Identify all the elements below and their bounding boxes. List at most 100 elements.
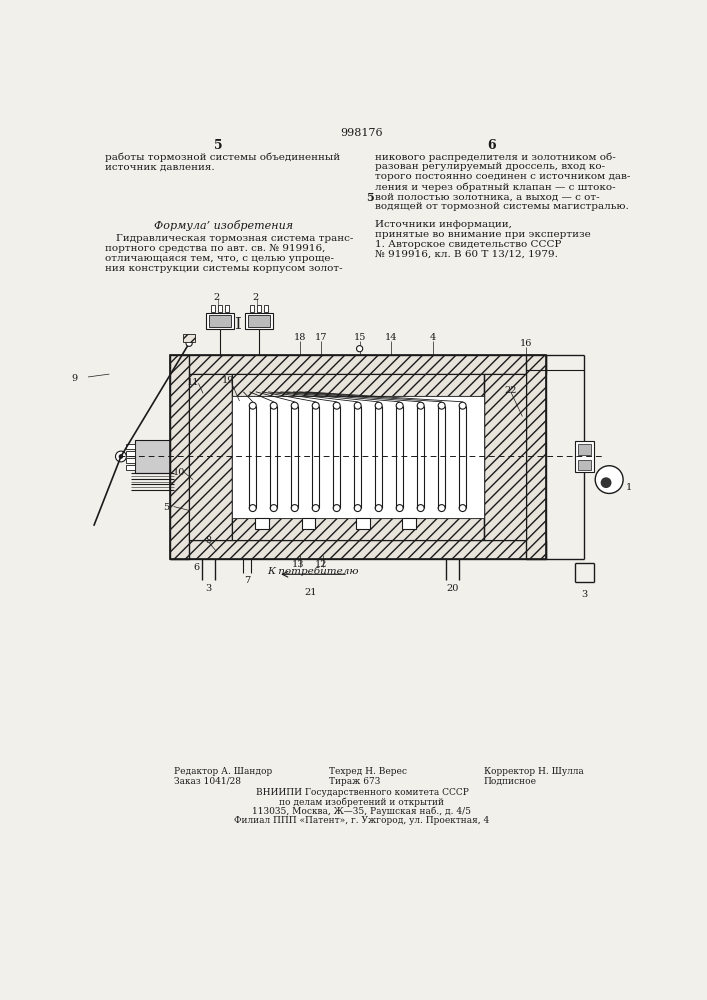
Circle shape bbox=[417, 505, 424, 512]
Bar bbox=[484, 374, 526, 540]
Circle shape bbox=[459, 402, 466, 409]
Text: 5: 5 bbox=[163, 503, 169, 512]
Text: 17: 17 bbox=[315, 333, 327, 342]
Text: 15: 15 bbox=[354, 333, 366, 342]
Bar bbox=[301, 518, 315, 529]
Text: ния конструкции системы корпусом золот-: ния конструкции системы корпусом золот- bbox=[105, 264, 343, 273]
Bar bbox=[245, 312, 273, 329]
Bar bbox=[250, 305, 255, 312]
Circle shape bbox=[250, 505, 256, 512]
Bar bbox=[218, 305, 223, 312]
Bar bbox=[135, 440, 170, 473]
Circle shape bbox=[459, 505, 466, 512]
Text: Источники информации,: Источники информации, bbox=[375, 220, 512, 229]
Circle shape bbox=[312, 402, 319, 409]
Circle shape bbox=[375, 505, 382, 512]
Circle shape bbox=[312, 505, 319, 512]
Circle shape bbox=[250, 402, 256, 409]
Text: 16: 16 bbox=[520, 339, 532, 348]
Circle shape bbox=[356, 346, 363, 352]
Bar bbox=[578, 444, 590, 455]
Text: 7: 7 bbox=[244, 576, 250, 585]
Text: Формула’ изобретения: Формула’ изобретения bbox=[154, 220, 293, 231]
Bar bbox=[232, 518, 484, 540]
Circle shape bbox=[396, 505, 403, 512]
Text: 14: 14 bbox=[385, 333, 397, 342]
Text: разован регулируемый дроссель, вход ко-: разован регулируемый дроссель, вход ко- bbox=[375, 162, 605, 171]
Text: Гидравлическая тормозная система транс-: Гидравлическая тормозная система транс- bbox=[115, 234, 353, 243]
Text: ]: ] bbox=[234, 316, 239, 329]
Text: Тираж 673: Тираж 673 bbox=[329, 777, 380, 786]
Text: 6: 6 bbox=[487, 139, 496, 152]
Text: 3: 3 bbox=[205, 584, 211, 593]
Text: 2: 2 bbox=[213, 293, 219, 302]
Bar bbox=[264, 305, 268, 312]
Circle shape bbox=[186, 340, 192, 346]
Circle shape bbox=[270, 505, 277, 512]
Bar bbox=[578, 460, 590, 470]
Text: никового распределителя и золотником об-: никового распределителя и золотником об- bbox=[375, 152, 616, 162]
Bar bbox=[189, 374, 526, 540]
Text: 18: 18 bbox=[294, 333, 306, 342]
Bar bbox=[526, 355, 546, 559]
Text: ления и через обратный клапан — с штоко-: ления и через обратный клапан — с штоко- bbox=[375, 182, 616, 192]
Text: 22: 22 bbox=[505, 386, 517, 395]
Bar bbox=[248, 315, 270, 327]
Circle shape bbox=[417, 402, 424, 409]
Bar bbox=[170, 355, 189, 559]
Text: торого постоянно соединен с источником дав-: торого постоянно соединен с источником д… bbox=[375, 172, 631, 181]
Text: водящей от тормозной системы магистралью.: водящей от тормозной системы магистралью… bbox=[375, 202, 629, 211]
Text: 4: 4 bbox=[430, 333, 436, 342]
Text: 998176: 998176 bbox=[341, 128, 383, 138]
Circle shape bbox=[601, 477, 612, 488]
Bar bbox=[170, 540, 546, 559]
Bar bbox=[232, 374, 484, 396]
Text: портного средства по авт. св. № 919916,: портного средства по авт. св. № 919916, bbox=[105, 244, 326, 253]
Bar bbox=[126, 444, 135, 449]
Text: 113035, Москва, Ж—35, Раушская наб., д. 4/5: 113035, Москва, Ж—35, Раушская наб., д. … bbox=[252, 807, 472, 816]
Text: принятые во внимание при экспертизе: принятые во внимание при экспертизе bbox=[375, 230, 591, 239]
Circle shape bbox=[438, 505, 445, 512]
Text: по делам изобретений и открытий: по делам изобретений и открытий bbox=[279, 798, 445, 807]
Text: 11: 11 bbox=[187, 378, 199, 387]
Text: 19: 19 bbox=[222, 376, 234, 385]
Bar bbox=[356, 518, 370, 529]
Circle shape bbox=[291, 402, 298, 409]
Text: Техред Н. Верес: Техред Н. Верес bbox=[329, 767, 407, 776]
Bar bbox=[257, 305, 261, 312]
Circle shape bbox=[333, 402, 340, 409]
Text: 5: 5 bbox=[214, 139, 223, 152]
Text: работы тормозной системы объединенный: работы тормозной системы объединенный bbox=[105, 152, 341, 162]
Text: Филиал ППП «Патент», г. Ужгород, ул. Проектная, 4: Филиал ППП «Патент», г. Ужгород, ул. Про… bbox=[234, 816, 489, 825]
Bar bbox=[183, 334, 195, 342]
Text: ВНИИПИ Государственного комитета СССР: ВНИИПИ Государственного комитета СССР bbox=[255, 788, 469, 797]
Bar bbox=[170, 355, 546, 559]
Circle shape bbox=[119, 455, 123, 458]
Circle shape bbox=[396, 402, 403, 409]
Text: 5: 5 bbox=[366, 192, 373, 203]
Circle shape bbox=[354, 402, 361, 409]
Text: 6: 6 bbox=[194, 563, 200, 572]
Text: Корректор Н. Шулла: Корректор Н. Шулла bbox=[484, 767, 583, 776]
Text: 2: 2 bbox=[252, 293, 258, 302]
Bar bbox=[126, 451, 135, 456]
Text: вой полостью золотника, а выход — с от-: вой полостью золотника, а выход — с от- bbox=[375, 192, 600, 201]
Bar bbox=[126, 458, 135, 463]
Text: 9: 9 bbox=[71, 374, 78, 383]
Bar bbox=[189, 374, 232, 540]
Text: источник давления.: источник давления. bbox=[105, 162, 215, 171]
Text: 21: 21 bbox=[305, 588, 317, 597]
Bar bbox=[225, 305, 230, 312]
Bar bbox=[211, 305, 216, 312]
Circle shape bbox=[595, 466, 623, 493]
Circle shape bbox=[375, 402, 382, 409]
Circle shape bbox=[270, 402, 277, 409]
Text: 3: 3 bbox=[581, 590, 588, 599]
Text: 20: 20 bbox=[446, 584, 459, 593]
Text: 8: 8 bbox=[206, 536, 211, 545]
Circle shape bbox=[354, 505, 361, 512]
Text: 1. Авторское свидетельство СССР: 1. Авторское свидетельство СССР bbox=[375, 240, 561, 249]
Bar bbox=[232, 396, 484, 518]
Bar bbox=[402, 518, 416, 529]
Circle shape bbox=[115, 451, 127, 462]
